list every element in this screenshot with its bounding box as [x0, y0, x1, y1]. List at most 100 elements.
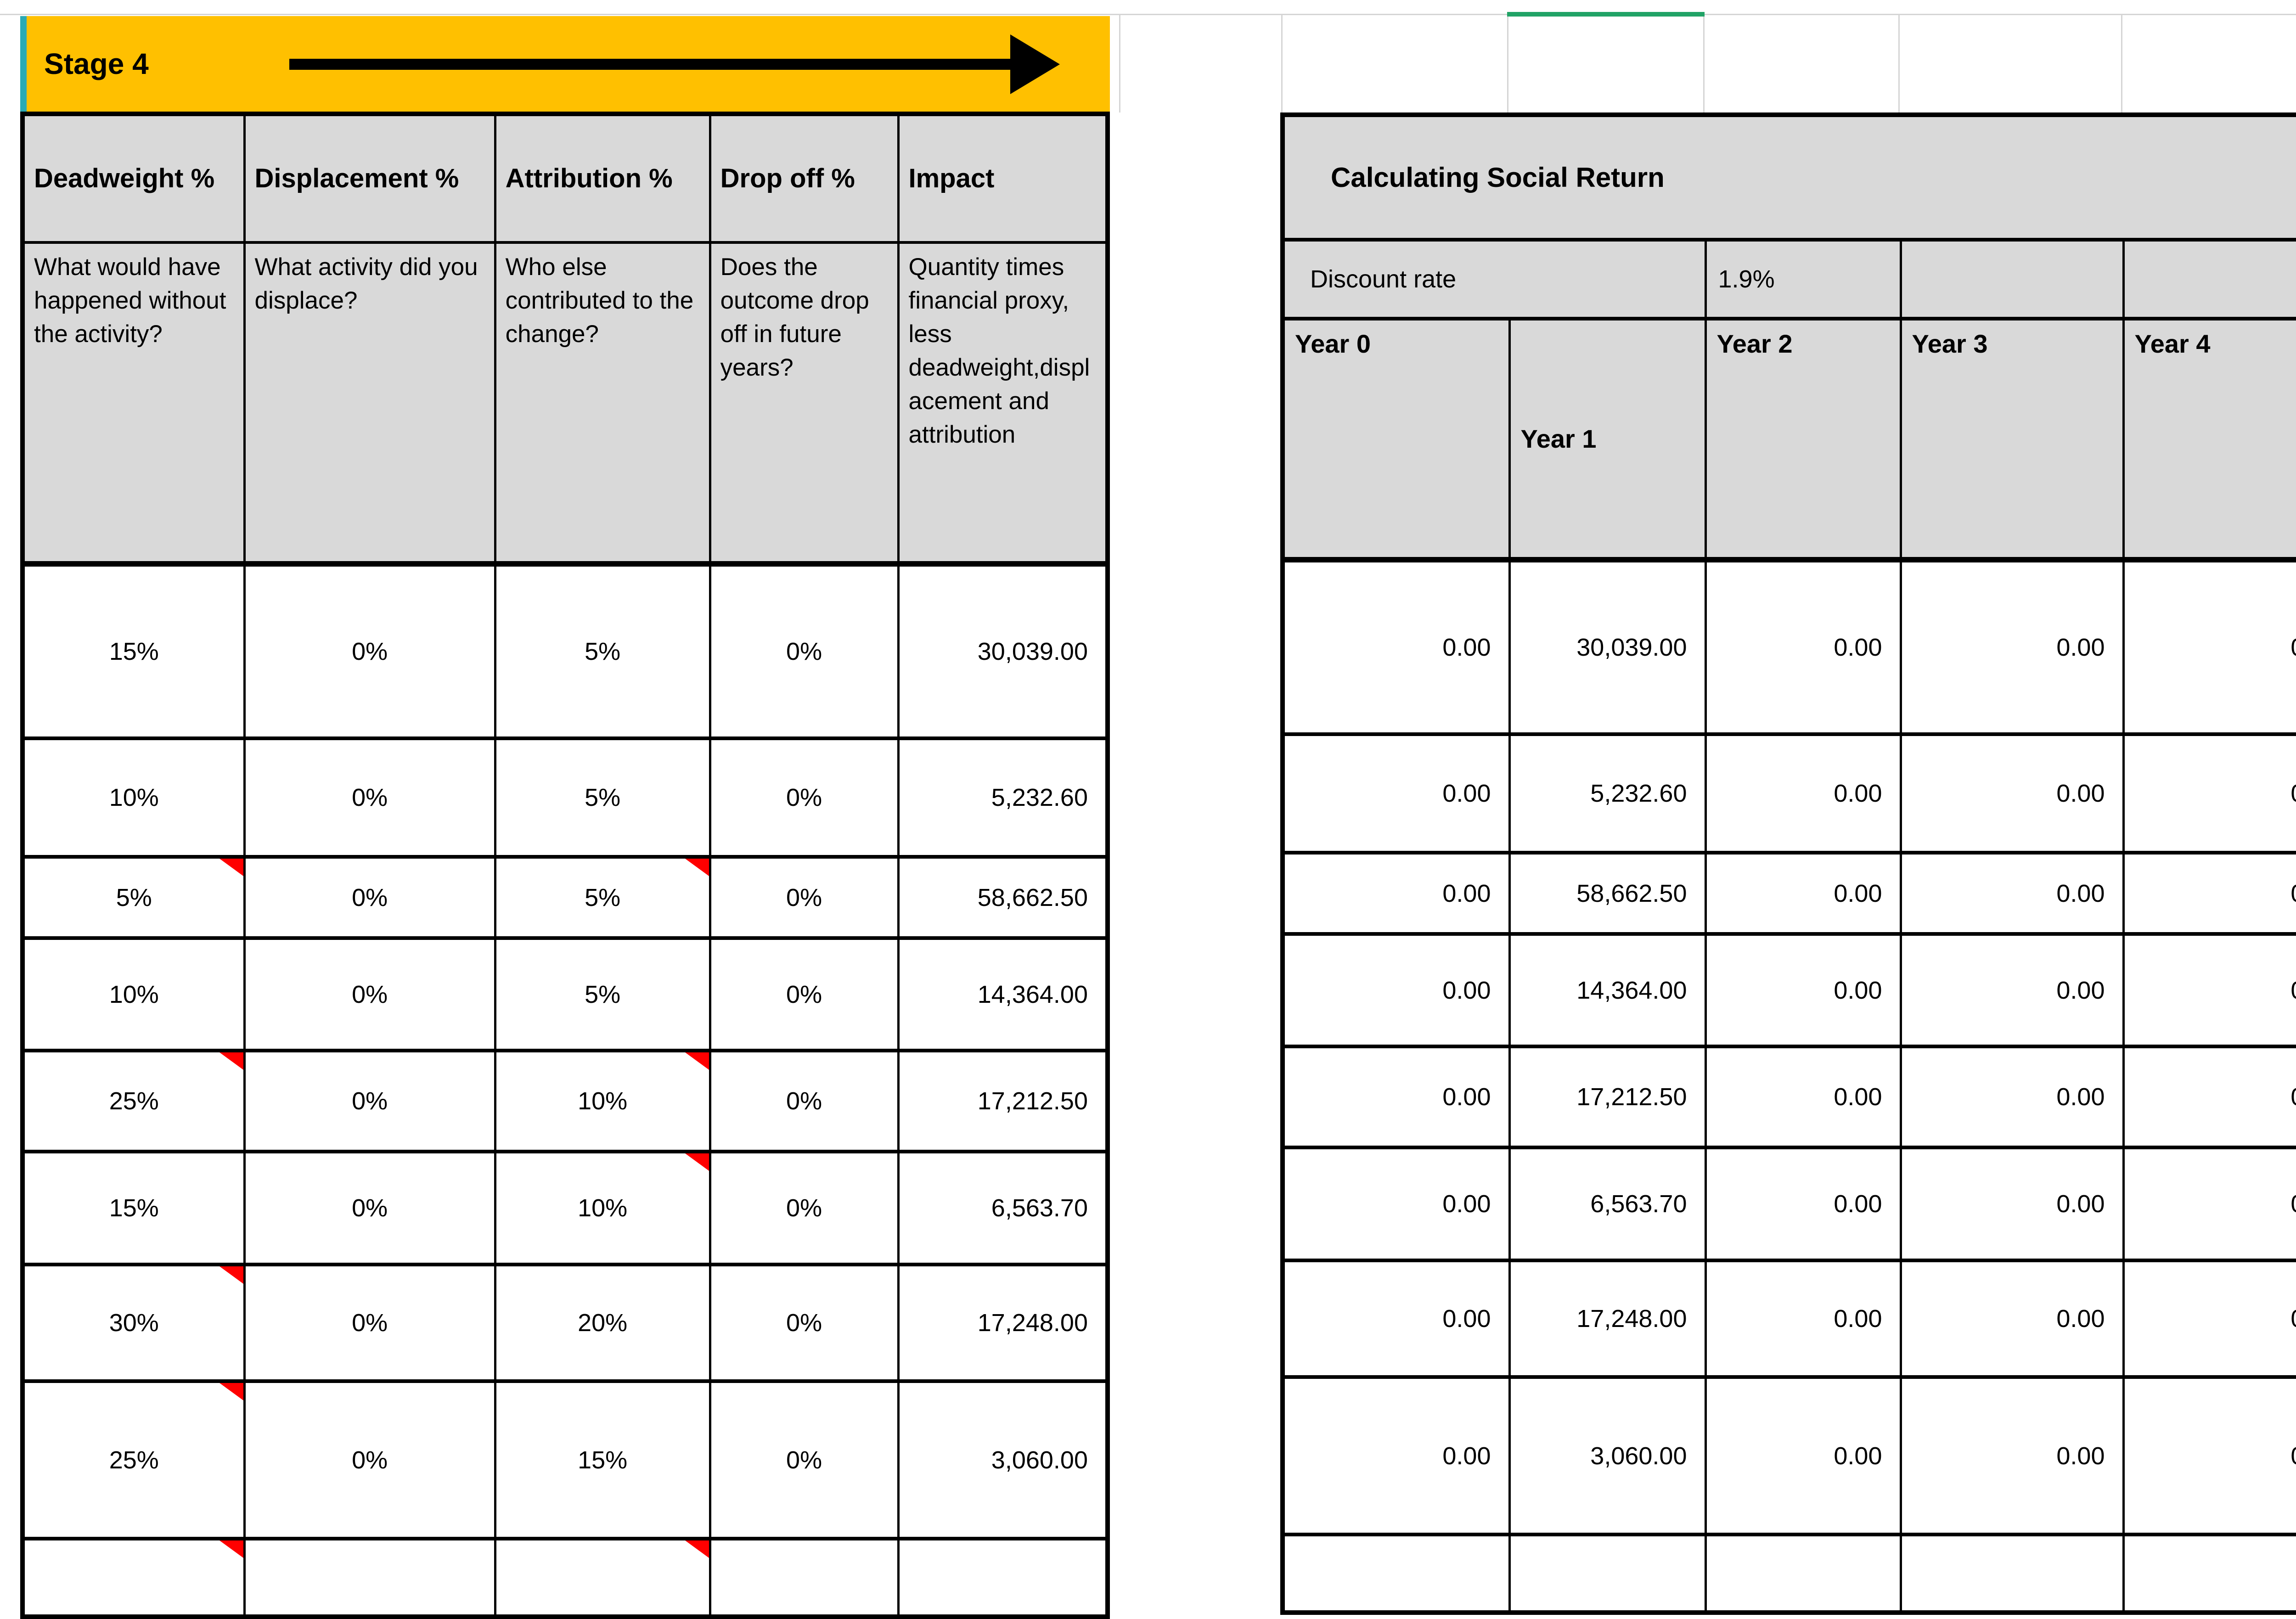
dropoff-cell[interactable]: 0%	[709, 936, 900, 1052]
attribution-cell[interactable]: 5%	[494, 561, 711, 740]
attribution-cell[interactable]: 15%	[494, 1379, 711, 1540]
impact-cell[interactable]: 30,039.00	[897, 561, 1109, 740]
year-value-cell[interactable]: 0.00	[1281, 1259, 1511, 1379]
empty-cell[interactable]	[2122, 238, 2296, 320]
deadweight-cell[interactable]: 5%	[21, 855, 246, 940]
year-value-cell[interactable]: 0.00	[1704, 1045, 1902, 1149]
year-value-cell[interactable]: 3,060.00	[1508, 1375, 1707, 1536]
impact-cell[interactable]: 58,662.50	[897, 855, 1109, 940]
year-value-cell[interactable]: 5,232.60	[1508, 732, 1707, 854]
displacement-cell[interactable]: 0%	[243, 855, 496, 940]
deadweight-cell[interactable]: 25%	[21, 1379, 246, 1540]
stage-banner[interactable]: Stage 4	[20, 16, 1110, 112]
empty-cell[interactable]	[1899, 238, 2125, 320]
dropoff-cell[interactable]: 0%	[709, 855, 900, 940]
year-value-cell[interactable]: 0.00	[1704, 732, 1902, 854]
year-value-cell[interactable]	[1281, 1533, 1511, 1614]
dropoff-cell[interactable]: 0%	[709, 561, 900, 740]
year-value-cell[interactable]: 17,248.00	[1508, 1259, 1707, 1379]
year-value-cell[interactable]: 0.00	[1899, 1375, 2125, 1536]
year-value-cell[interactable]: 0.00	[1281, 732, 1511, 854]
year-value-cell[interactable]: 0.00	[2122, 1375, 2296, 1536]
dropoff-cell[interactable]: 0%	[709, 736, 900, 859]
column-header-cell[interactable]: Attribution %	[494, 112, 711, 244]
attribution-cell[interactable]: 10%	[494, 1049, 711, 1153]
displacement-cell[interactable]: 0%	[243, 561, 496, 740]
impact-cell[interactable]	[897, 1537, 1109, 1619]
impact-cell[interactable]: 3,060.00	[897, 1379, 1109, 1540]
year-value-cell[interactable]: 0.00	[1281, 1045, 1511, 1149]
year-header-cell[interactable]: Year 3	[1899, 317, 2125, 561]
year-value-cell[interactable]: 0.00	[2122, 1259, 2296, 1379]
year-value-cell[interactable]: 0.00	[2122, 1146, 2296, 1262]
year-value-cell[interactable]: 0.00	[1899, 1259, 2125, 1379]
displacement-cell[interactable]: 0%	[243, 936, 496, 1052]
year-value-cell[interactable]: 0.00	[1704, 932, 1902, 1048]
displacement-cell[interactable]: 0%	[243, 736, 496, 859]
deadweight-cell[interactable]: 25%	[21, 1049, 246, 1153]
column-subheader-cell[interactable]: Does the outcome drop off in future year…	[709, 241, 900, 565]
year-value-cell[interactable]	[1704, 1533, 1902, 1614]
discount-rate-value-cell[interactable]: 1.9%	[1704, 238, 1902, 320]
year-value-cell[interactable]: 14,364.00	[1508, 932, 1707, 1048]
impact-cell[interactable]: 5,232.60	[897, 736, 1109, 859]
year-value-cell[interactable]: 0.00	[1704, 1146, 1902, 1262]
year-value-cell[interactable]	[1899, 1533, 2125, 1614]
year-value-cell[interactable]: 0.00	[1704, 1259, 1902, 1379]
dropoff-cell[interactable]	[709, 1537, 900, 1619]
impact-cell[interactable]: 6,563.70	[897, 1150, 1109, 1266]
year-value-cell[interactable]: 0.00	[1899, 1146, 2125, 1262]
sr-title-cell[interactable]: Calculating Social Return	[1281, 113, 2296, 242]
column-header-cell[interactable]: Displacement %	[243, 112, 496, 244]
year-value-cell[interactable]: 58,662.50	[1508, 851, 1707, 936]
displacement-cell[interactable]: 0%	[243, 1379, 496, 1540]
year-value-cell[interactable]: 0.00	[1281, 557, 1511, 736]
dropoff-cell[interactable]: 0%	[709, 1150, 900, 1266]
year-value-cell[interactable]	[2122, 1533, 2296, 1614]
year-value-cell[interactable]: 17,212.50	[1508, 1045, 1707, 1149]
deadweight-cell[interactable]: 30%	[21, 1263, 246, 1383]
attribution-cell[interactable]: 5%	[494, 855, 711, 940]
year-value-cell[interactable]: 0.00	[1899, 732, 2125, 854]
displacement-cell[interactable]: 0%	[243, 1150, 496, 1266]
year-value-cell[interactable]: 0.00	[2122, 932, 2296, 1048]
year-value-cell[interactable]: 0.00	[1899, 1045, 2125, 1149]
year-value-cell[interactable]: 0.00	[1704, 557, 1902, 736]
year-value-cell[interactable]: 0.00	[1899, 851, 2125, 936]
deadweight-cell[interactable]: 15%	[21, 561, 246, 740]
year-value-cell[interactable]	[1508, 1533, 1707, 1614]
column-header-cell[interactable]: Deadweight %	[21, 112, 246, 244]
year-header-cell[interactable]: Year 1	[1508, 317, 1707, 561]
dropoff-cell[interactable]: 0%	[709, 1263, 900, 1383]
year-value-cell[interactable]: 0.00	[2122, 557, 2296, 736]
attribution-cell[interactable]: 10%	[494, 1150, 711, 1266]
year-header-cell[interactable]: Year 0	[1281, 317, 1511, 561]
year-value-cell[interactable]: 0.00	[2122, 1045, 2296, 1149]
year-value-cell[interactable]: 0.00	[2122, 851, 2296, 936]
year-value-cell[interactable]: 0.00	[1281, 1146, 1511, 1262]
year-header-cell[interactable]: Year 2	[1704, 317, 1902, 561]
year-value-cell[interactable]: 0.00	[1281, 932, 1511, 1048]
year-value-cell[interactable]: 0.00	[2122, 732, 2296, 854]
impact-cell[interactable]: 14,364.00	[897, 936, 1109, 1052]
column-subheader-cell[interactable]: What activity did you displace?	[243, 241, 496, 565]
impact-cell[interactable]: 17,248.00	[897, 1263, 1109, 1383]
year-value-cell[interactable]: 30,039.00	[1508, 557, 1707, 736]
year-value-cell[interactable]: 0.00	[1281, 851, 1511, 936]
deadweight-cell[interactable]: 15%	[21, 1150, 246, 1266]
column-subheader-cell[interactable]: Quantity times financial proxy, less dea…	[897, 241, 1109, 565]
attribution-cell[interactable]: 5%	[494, 936, 711, 1052]
discount-rate-label-cell[interactable]: Discount rate	[1281, 238, 1707, 320]
column-header-cell[interactable]: Drop off %	[709, 112, 900, 244]
attribution-cell[interactable]	[494, 1537, 711, 1619]
deadweight-cell[interactable]: 10%	[21, 936, 246, 1052]
year-value-cell[interactable]: 0.00	[1704, 851, 1902, 936]
dropoff-cell[interactable]: 0%	[709, 1049, 900, 1153]
deadweight-cell[interactable]: 10%	[21, 736, 246, 859]
attribution-cell[interactable]: 20%	[494, 1263, 711, 1383]
deadweight-cell[interactable]	[21, 1537, 246, 1619]
column-subheader-cell[interactable]: What would have happened without the act…	[21, 241, 246, 565]
displacement-cell[interactable]: 0%	[243, 1049, 496, 1153]
year-value-cell[interactable]: 6,563.70	[1508, 1146, 1707, 1262]
dropoff-cell[interactable]: 0%	[709, 1379, 900, 1540]
